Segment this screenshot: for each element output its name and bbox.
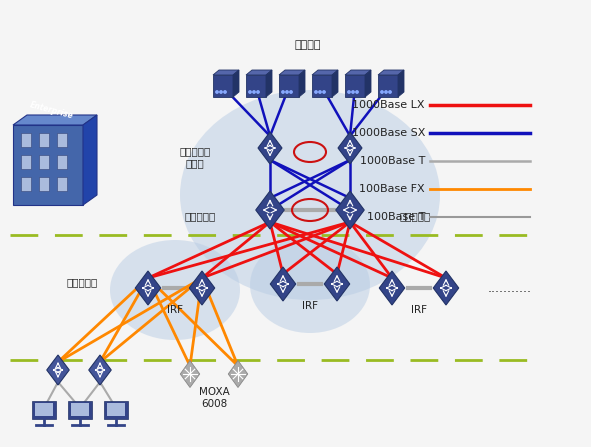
Polygon shape [378,75,398,97]
Bar [39,177,49,191]
Polygon shape [228,360,248,388]
Polygon shape [213,70,239,75]
Text: 1000Base T: 1000Base T [360,156,425,166]
Polygon shape [270,267,296,301]
Polygon shape [398,70,404,97]
Polygon shape [279,75,299,97]
Polygon shape [336,191,364,229]
Circle shape [389,91,391,93]
Circle shape [385,91,387,93]
Text: 服务器群: 服务器群 [295,40,322,50]
Ellipse shape [110,240,240,340]
Ellipse shape [180,90,440,300]
Ellipse shape [250,237,370,333]
Polygon shape [89,355,111,385]
Text: 100Base T: 100Base T [366,212,425,222]
Text: ...........: ........... [488,282,532,295]
Bar [57,133,67,147]
Bar [32,401,56,419]
Circle shape [315,91,317,93]
Polygon shape [83,115,97,205]
Circle shape [290,91,292,93]
Circle shape [220,91,222,93]
Circle shape [356,91,358,93]
Text: MOXA
6008: MOXA 6008 [199,387,229,409]
Polygon shape [433,271,459,305]
Bar [57,177,67,191]
Bar [39,133,49,147]
Circle shape [381,91,383,93]
Polygon shape [135,271,161,305]
Polygon shape [379,271,405,305]
Bar [107,403,125,416]
Polygon shape [345,70,371,75]
Polygon shape [312,75,332,97]
Bar [68,401,92,419]
Text: IRF: IRF [411,305,427,315]
Polygon shape [246,70,272,75]
Text: 核心交换机: 核心交换机 [184,211,216,221]
Polygon shape [324,267,350,301]
Polygon shape [258,132,282,164]
Text: 汇聚交换机: 汇聚交换机 [66,277,98,287]
Text: IRF: IRF [167,305,183,315]
Polygon shape [338,132,362,164]
Polygon shape [332,70,338,97]
Polygon shape [266,70,272,97]
Circle shape [224,91,226,93]
Circle shape [286,91,288,93]
Polygon shape [378,70,404,75]
Polygon shape [233,70,239,97]
Text: 1000Base LX: 1000Base LX [352,100,425,110]
Bar [35,403,53,416]
Circle shape [348,91,350,93]
Circle shape [323,91,325,93]
Bar [71,403,89,416]
Circle shape [352,91,354,93]
Text: Enterprise: Enterprise [30,101,74,121]
Polygon shape [47,355,69,385]
Circle shape [282,91,284,93]
Bar [21,177,31,191]
Text: IRF: IRF [302,301,318,311]
Circle shape [216,91,218,93]
Polygon shape [180,360,200,388]
Bar [21,155,31,169]
Polygon shape [189,271,215,305]
Polygon shape [246,75,266,97]
Circle shape [253,91,255,93]
Polygon shape [345,75,365,97]
Polygon shape [299,70,305,97]
Circle shape [257,91,259,93]
Polygon shape [213,75,233,97]
Text: 服务器接入
交换机: 服务器接入 交换机 [180,146,210,168]
Bar [39,155,49,169]
Polygon shape [312,70,338,75]
Circle shape [319,91,321,93]
Circle shape [249,91,251,93]
Polygon shape [365,70,371,97]
Polygon shape [279,70,305,75]
Bar [57,155,67,169]
Bar [104,401,128,419]
Polygon shape [13,115,97,125]
Polygon shape [256,191,284,229]
Text: 100Base FX: 100Base FX [359,184,425,194]
Polygon shape [13,125,83,205]
Bar [21,133,31,147]
Text: 1000Base SX: 1000Base SX [352,128,425,138]
Text: 核心交换机: 核心交换机 [400,211,431,221]
